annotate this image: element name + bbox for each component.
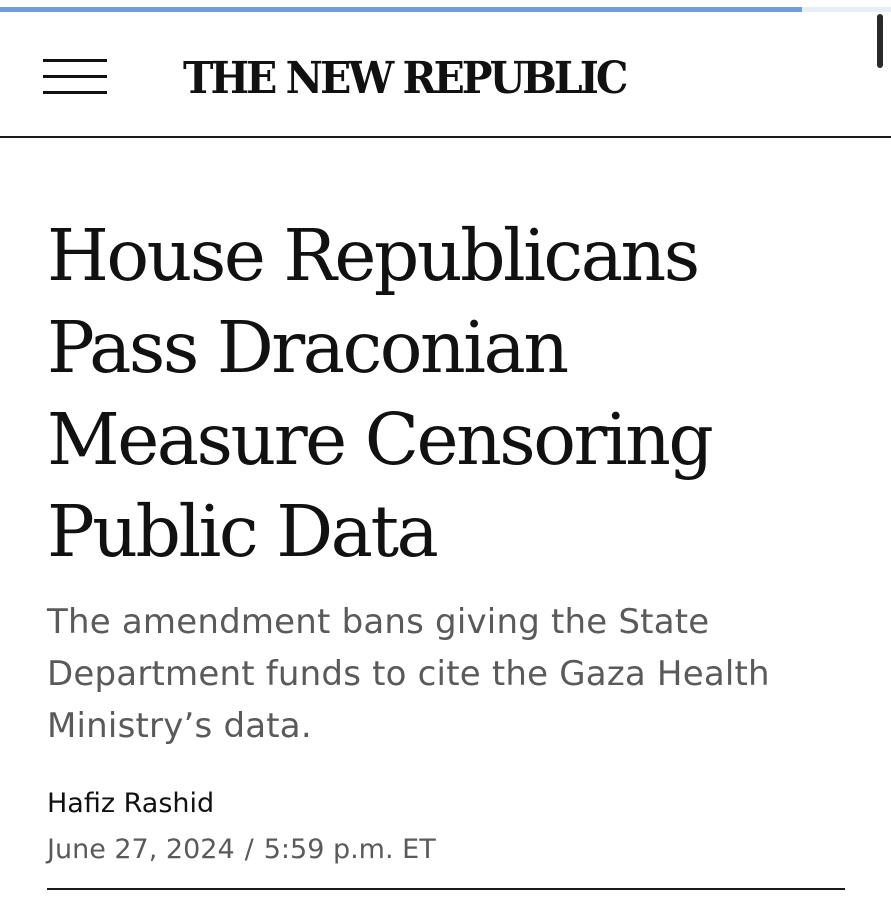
hamburger-menu-icon[interactable] bbox=[40, 56, 110, 98]
site-logo-text: THE NEW REPUBLIC bbox=[183, 53, 628, 104]
publish-time: 5:59 p.m. ET bbox=[263, 834, 436, 865]
article-dek: The amendment bans giving the State Depa… bbox=[47, 602, 770, 746]
author-byline[interactable]: Hafiz Rashid bbox=[47, 788, 215, 819]
scrollbar-thumb[interactable] bbox=[877, 14, 883, 68]
menu-bar-middle bbox=[43, 75, 107, 78]
date-time-separator: / bbox=[244, 834, 254, 865]
article-header: House Republicans Pass Draconian Measure… bbox=[47, 210, 867, 578]
menu-bar-top bbox=[43, 59, 107, 62]
article-headline: House Republicans Pass Draconian Measure… bbox=[47, 214, 714, 573]
menu-bar-bottom bbox=[43, 91, 107, 94]
header-divider bbox=[0, 136, 891, 138]
publish-date: June 27, 2024 bbox=[47, 834, 235, 865]
byline-divider bbox=[47, 888, 845, 890]
site-logo[interactable]: THE NEW REPUBLIC bbox=[183, 55, 723, 103]
reading-progress-fill bbox=[0, 7, 802, 12]
site-header: THE NEW REPUBLIC bbox=[0, 12, 891, 136]
publish-dateline: June 27, 2024 / 5:59 p.m. ET bbox=[47, 830, 436, 870]
reading-progress-bar bbox=[0, 7, 891, 12]
